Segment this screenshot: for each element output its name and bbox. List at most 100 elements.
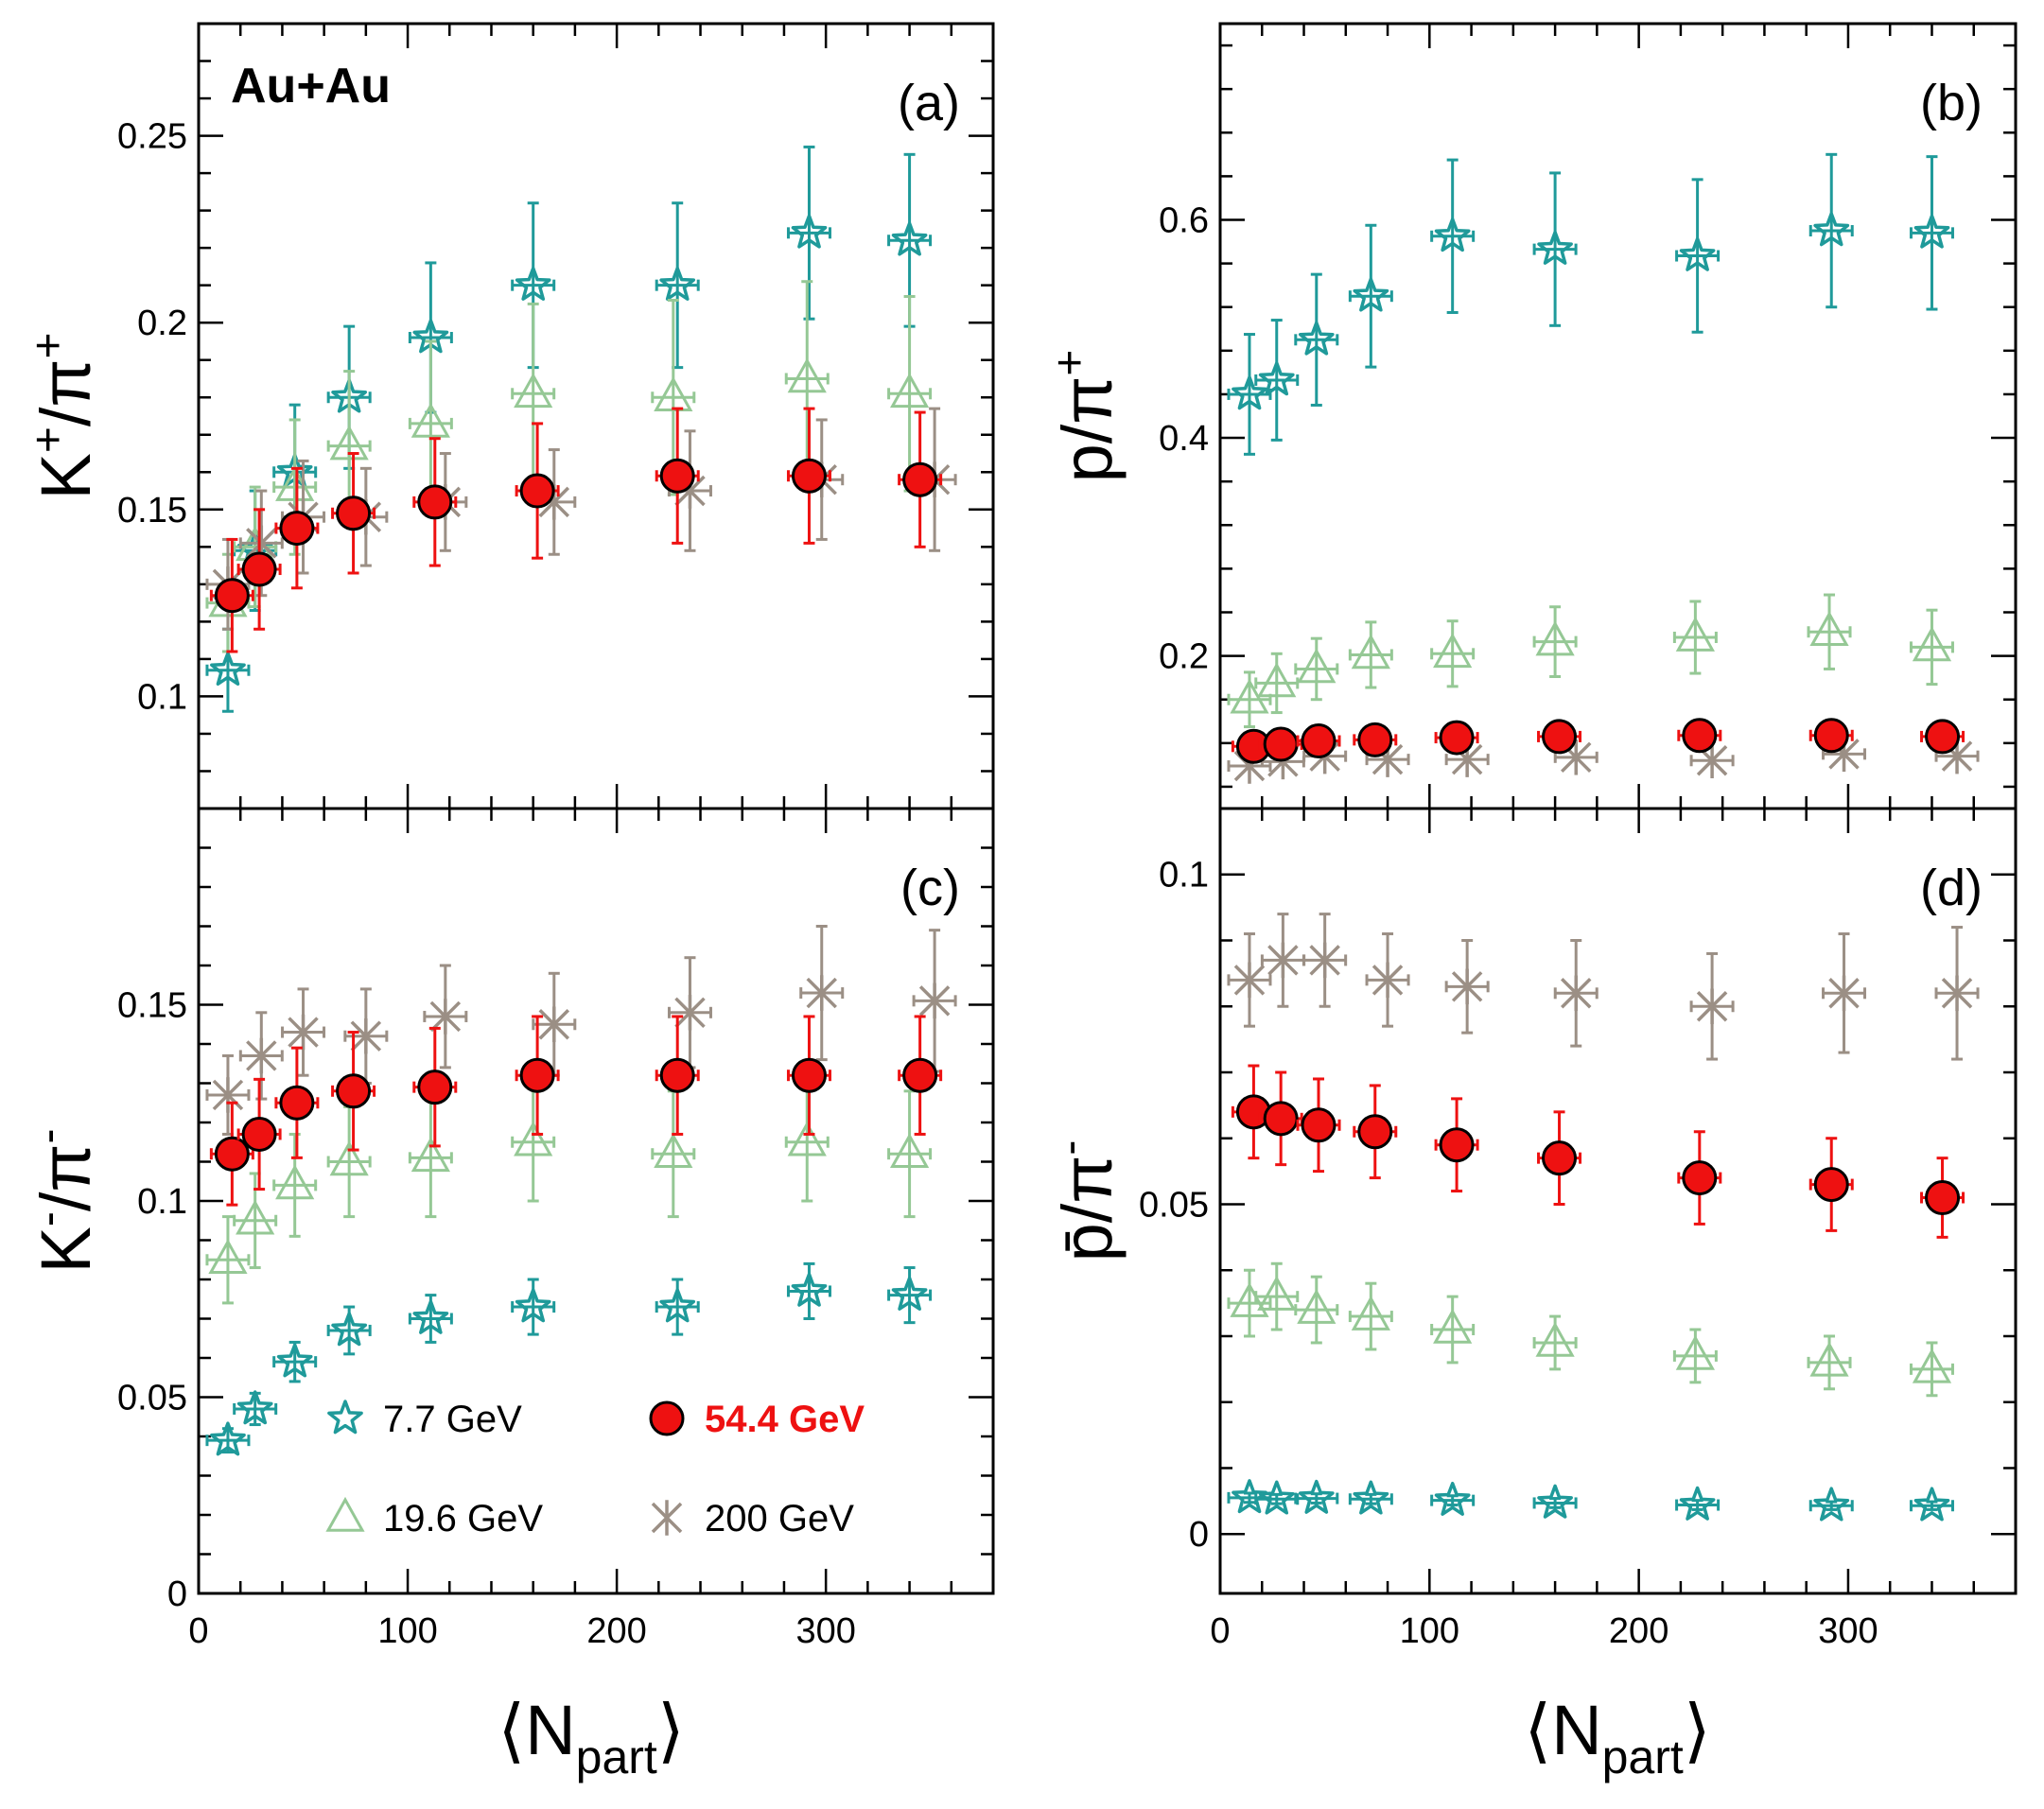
data-point [236,1199,275,1235]
x-error-bar [1254,1291,1300,1303]
series-e54 [1231,718,1965,764]
x-error-bar [233,1214,278,1226]
panel-b: 0.2 0.4 0.6 (b) p/π+ [1045,22,2018,810]
data-point [1912,626,1952,662]
x-error-bar [786,1285,831,1297]
x-error-bar [1909,227,1954,239]
x-error-bar [1675,1499,1721,1511]
x-tick-label: 200 [1609,1611,1668,1651]
data-point [659,1057,695,1093]
data-point [288,1014,319,1051]
legend-marker [651,1500,683,1536]
data-point [1433,1308,1473,1344]
data-point [1371,962,1404,999]
x-error-bar [408,332,453,343]
y-tick-label: 0.6 [1159,201,1209,241]
x-error-bar [1294,1304,1339,1316]
data-point [902,461,938,497]
panel-a: 0.1 0.15 0.2 0.25 (a) K+/π+ [24,22,995,810]
panel-label: (a) [898,75,960,131]
x-error-bar [887,235,933,247]
x-error-bar [1909,641,1954,653]
data-point [1230,1282,1269,1317]
y-axis-title: K+/π+ [24,332,105,499]
data-point [1682,1160,1718,1196]
x-error-bar [272,1356,318,1368]
x-error-bar [1808,225,1854,237]
x-error-bar [326,1324,372,1336]
data-point [1682,718,1718,754]
x-error-bar [1430,1324,1476,1336]
series-e200 [1227,913,1980,1061]
y-axis-title: K-/π- [24,1129,105,1274]
x-axis-title-left: ⟨Npart⟩ [498,1691,684,1783]
legend-item-e200: 200 GeV [651,1498,854,1539]
legend-marker [649,1400,685,1436]
data-point [1535,1321,1575,1357]
data-point [1351,1295,1390,1331]
legend-marker [325,1496,365,1532]
x-error-bar [784,373,830,385]
data-point [417,484,453,520]
data-point [659,266,696,301]
data-point [787,1121,827,1157]
x-error-bar [1348,1311,1393,1323]
data-point [674,995,706,1031]
data-point [210,1421,246,1456]
y-tick-label: 0.4 [1159,419,1209,459]
panel-c: 0 100 200 300 0 0.05 0.1 0.15 (c) K-/π- [24,807,995,1651]
data-point [791,1057,827,1093]
x-error-bar [1807,1356,1852,1368]
data-point [1309,942,1340,979]
x-error-bar [1430,1494,1476,1506]
data-point [1813,212,1850,247]
data-point [1451,968,1483,1005]
x-error-bar [326,440,372,452]
data-point [1913,1487,1950,1522]
y-tick-label: 0.2 [1159,637,1209,677]
data-point [1675,1334,1715,1370]
x-tick-label: 200 [586,1611,646,1651]
x-error-bar [326,1156,372,1168]
data-point [208,1239,248,1275]
data-point [1941,975,1973,1012]
series-e200 [205,925,957,1136]
x-error-bar [511,1136,556,1148]
x-error-bar [887,1289,933,1301]
x-error-bar [1532,1497,1578,1509]
x-error-bar [1254,374,1300,386]
data-point [336,496,372,531]
data-point [417,1070,453,1105]
legend-item-e19: 19.6 GeV [325,1496,543,1539]
data-point [1298,321,1335,356]
x-error-bar [1532,1336,1578,1348]
x-error-bar [786,227,831,239]
x-error-bar [408,417,453,429]
legend-label: 54.4 GeV [705,1399,865,1440]
data-point [1232,375,1267,410]
panel-d: 0 100 200 300 0 0.05 0.1 (d) p̄/π- [1045,807,2018,1651]
y-tick-label: 0.05 [117,1379,187,1418]
data-point [241,551,277,587]
data-point [329,1140,369,1176]
data-point [1263,726,1299,762]
data-point [1353,1480,1389,1515]
x-tick-label: 0 [1210,1611,1230,1651]
series-e19 [1227,1261,1954,1398]
x-error-bar [205,1254,251,1266]
x-error-bar [1430,230,1476,242]
x-error-bar [784,1136,830,1148]
data-point [791,1272,828,1307]
x-tick-label: 0 [188,1611,208,1651]
x-error-bar [1909,1500,1954,1512]
x-error-bar [1808,1500,1854,1512]
data-point [275,1164,315,1200]
panel-label: (b) [1920,75,1983,131]
x-error-bar [1294,663,1339,675]
y-tick-label: 0.15 [117,491,187,531]
data-point [1357,1114,1393,1150]
series-e54 [209,1015,943,1207]
data-point [791,458,827,494]
data-point [1297,1289,1336,1324]
